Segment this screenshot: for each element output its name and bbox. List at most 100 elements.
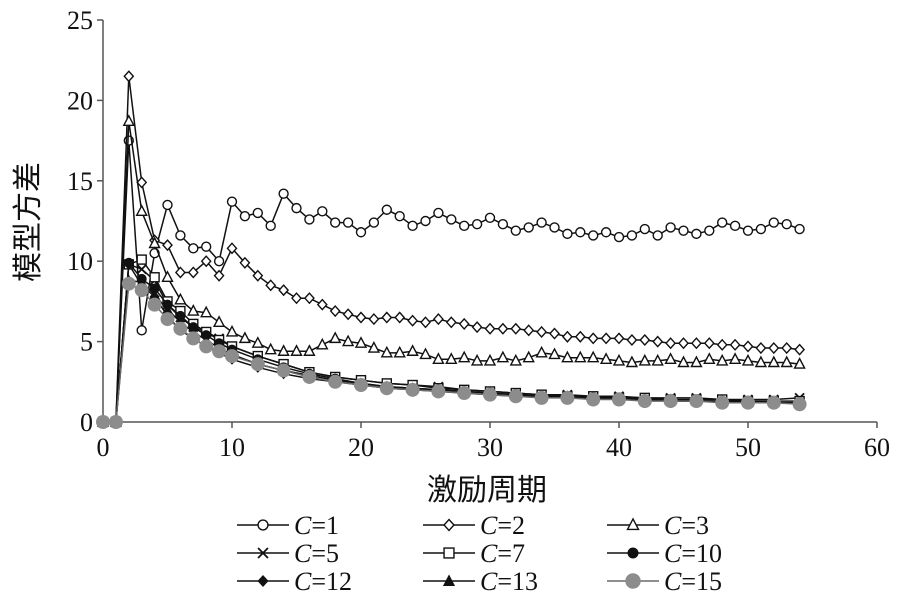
data-point (626, 517, 640, 531)
data-point (561, 330, 573, 343)
data-point (483, 353, 497, 366)
data-point (420, 215, 431, 227)
data-point (406, 344, 419, 356)
data-point (368, 313, 380, 326)
data-point (122, 114, 135, 127)
data-point (574, 350, 587, 363)
data-point (148, 236, 161, 249)
data-point (316, 298, 328, 311)
data-point (381, 311, 393, 324)
data-point (729, 338, 741, 351)
data-point (766, 395, 781, 410)
data-point (225, 324, 239, 337)
data-point (238, 331, 252, 344)
data-point (678, 225, 689, 236)
data-point (534, 390, 549, 405)
data-point (613, 332, 625, 345)
series-C=2 (97, 70, 806, 429)
data-point (278, 188, 289, 199)
data-point (147, 297, 162, 312)
data-point (200, 305, 213, 318)
data-point (754, 355, 768, 368)
series-layer (96, 70, 807, 429)
data-point (149, 288, 161, 300)
legend-item: C=13 (423, 567, 538, 596)
data-point (265, 279, 277, 292)
legend-label: C=1 (294, 511, 339, 540)
data-point (433, 207, 444, 219)
data-point (510, 225, 521, 236)
data-point (420, 316, 431, 329)
data-point (663, 394, 678, 409)
x-tick-label: 30 (477, 433, 503, 462)
data-point (213, 256, 225, 267)
data-point (252, 207, 263, 219)
legend-label: C=15 (664, 567, 722, 596)
data-point (587, 350, 600, 363)
data-point (317, 206, 328, 217)
y-tick-label: 10 (67, 247, 93, 276)
data-point (626, 333, 638, 347)
data-point (174, 292, 187, 305)
data-point (768, 341, 780, 355)
data-point (637, 394, 652, 409)
data-point (329, 305, 341, 318)
data-point (586, 392, 601, 407)
data-point (497, 219, 509, 230)
data-point (717, 217, 728, 228)
data-point (291, 292, 302, 305)
data-point (187, 266, 199, 279)
data-point (199, 339, 214, 354)
data-point (162, 199, 173, 211)
data-point (187, 304, 200, 316)
data-point (651, 353, 664, 366)
data-point (677, 355, 690, 368)
data-point (264, 342, 277, 355)
data-point (342, 308, 354, 321)
x-tick-label: 50 (735, 433, 761, 462)
data-point (523, 222, 534, 233)
data-point (471, 219, 483, 230)
data-point (793, 357, 806, 369)
legend-item: C=15 (607, 567, 722, 596)
x-axis-title: 激励周期 (427, 474, 547, 507)
data-point (445, 352, 458, 364)
data-point (407, 314, 419, 327)
data-point (639, 223, 650, 235)
data-point (794, 223, 805, 235)
data-point (741, 395, 755, 410)
data-point (458, 350, 471, 363)
data-point (627, 547, 639, 559)
legend-label: C=5 (294, 539, 339, 568)
data-point (741, 353, 755, 366)
data-point (136, 264, 147, 275)
data-point (561, 350, 574, 363)
y-axis-title: 模型方差 (12, 162, 45, 282)
data-point (484, 322, 496, 335)
data-point (239, 210, 251, 222)
legend: C=1 C=2 C=3 C=5 C=7 C=10 C=12 C=13 C=15 (237, 511, 722, 596)
data-point (703, 337, 715, 350)
data-point (108, 415, 123, 429)
data-point (316, 337, 329, 350)
data-point (742, 225, 754, 236)
data-point (123, 258, 134, 270)
y-tick-label: 0 (80, 408, 93, 437)
data-point (355, 311, 367, 324)
data-point (200, 255, 212, 268)
data-point (431, 384, 446, 399)
data-point (690, 355, 703, 368)
data-point (367, 341, 381, 353)
data-point (136, 254, 147, 265)
data-point (162, 239, 173, 252)
data-point (625, 573, 641, 589)
data-point (665, 222, 676, 233)
data-point (755, 341, 767, 355)
data-point (575, 227, 586, 238)
series-C=15 (96, 276, 807, 429)
data-point (716, 353, 729, 366)
legend-label: C=7 (480, 539, 525, 568)
data-point (548, 347, 561, 360)
